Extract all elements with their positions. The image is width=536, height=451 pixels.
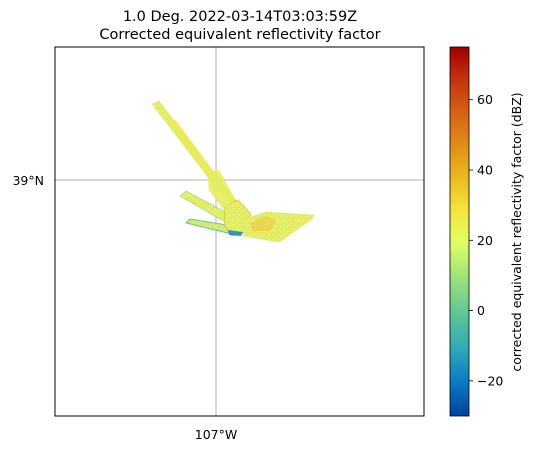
colorbar-tick-label: 20 [477, 233, 493, 248]
colorbar-ticks: 60 40 20 0 −20 [469, 92, 503, 388]
colorbar-tick-label: 60 [477, 92, 493, 107]
figure-title-line-2: Corrected equivalent reflectivity factor [99, 27, 380, 43]
map-panel: 39°N 107°W [12, 47, 424, 442]
longitude-label: 107°W [195, 427, 237, 442]
figure-title-line-1: 1.0 Deg. 2022-03-14T03:03:59Z [123, 9, 357, 25]
latitude-label: 39°N [12, 173, 44, 188]
colorbar-tick-label: 0 [477, 303, 485, 318]
colorbar-label: corrected equivalent reflectivity factor… [509, 92, 524, 371]
colorbar: 60 40 20 0 −20 corrected equivalent reflecti… [450, 47, 524, 416]
colorbar-tick-label: 40 [477, 163, 493, 178]
colorbar-fill [450, 47, 469, 416]
colorbar-tick-label: −20 [477, 373, 503, 388]
